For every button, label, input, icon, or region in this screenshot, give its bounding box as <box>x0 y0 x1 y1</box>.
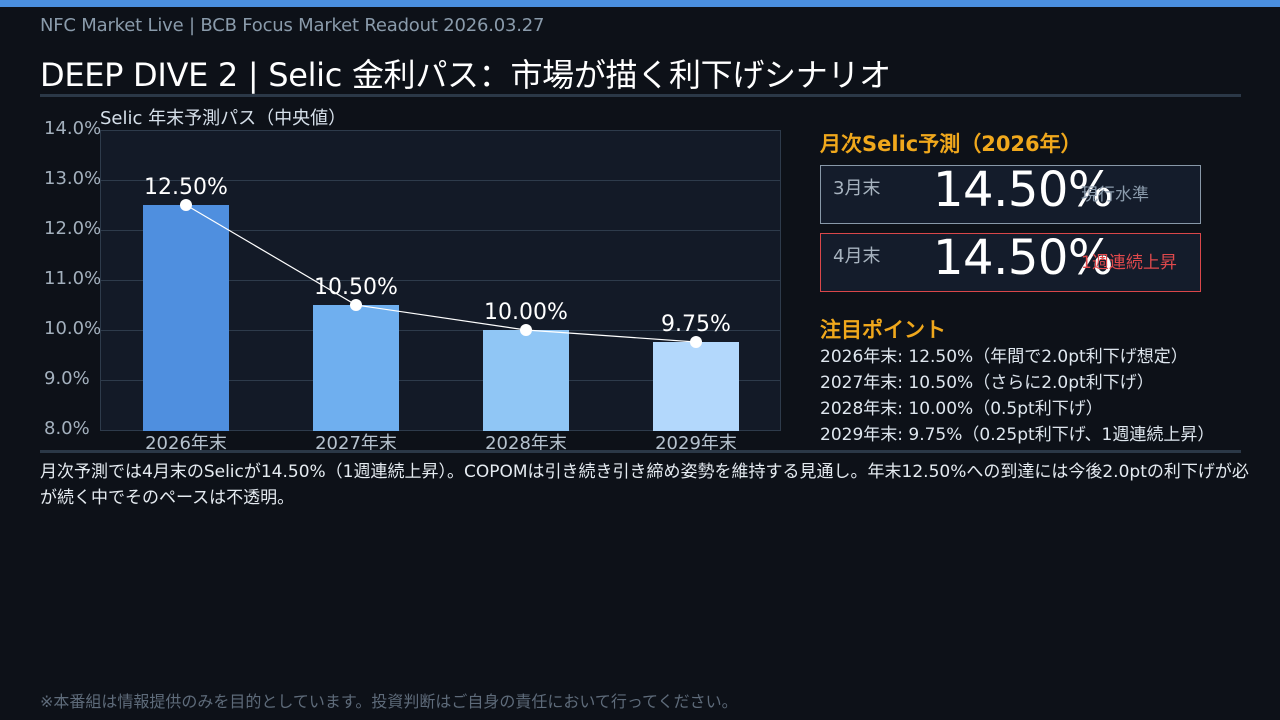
bar-2028 <box>483 330 569 431</box>
bar-2027 <box>313 305 399 431</box>
card-note: 現行水準 <box>1081 185 1149 205</box>
monthly-card-march: 3月末 14.50% 現行水準 <box>820 162 1201 224</box>
bar-2029 <box>653 342 739 431</box>
y-tick: 12.0% <box>44 218 102 239</box>
key-points-list: 2026年末: 12.50%（年間で2.0pt利下げ想定） 2027年末: 10… <box>820 344 1214 448</box>
card-month: 4月末 <box>833 246 881 267</box>
x-tick: 2027年末 <box>315 433 397 450</box>
y-tick: 8.0% <box>44 418 90 439</box>
card-value: 14.50% <box>933 230 1114 286</box>
gridline <box>101 180 780 181</box>
bar-2026 <box>143 205 229 431</box>
top-accent-bar <box>0 0 1280 7</box>
bar-value-label: 10.50% <box>314 275 398 300</box>
data-point-marker <box>690 336 702 348</box>
page-title: DEEP DIVE 2 | Selic 金利パス：市場が描く利下げシナリオ <box>40 56 891 94</box>
key-point-item: 2026年末: 12.50%（年間で2.0pt利下げ想定） <box>820 347 1188 367</box>
data-point-marker <box>520 324 532 336</box>
summary-line: 月次予測では4月末のSelicが14.50%（1週連続上昇）。COPOMは引き続… <box>40 462 1249 482</box>
key-point-item: 2028年末: 10.00%（0.5pt利下げ） <box>820 399 1103 419</box>
summary-text: 月次予測では4月末のSelicが14.50%（1週連続上昇）。COPOMは引き続… <box>40 459 1280 511</box>
show-kicker: NFC Market Live | BCB Focus Market Reado… <box>40 15 545 36</box>
gridline <box>101 230 780 231</box>
chart-title: Selic 年末予測パス（中央値） <box>100 108 347 129</box>
y-tick: 14.0% <box>44 118 102 139</box>
section-divider <box>40 450 1241 453</box>
key-point-item: 2027年末: 10.50%（さらに2.0pt利下げ） <box>820 373 1154 393</box>
summary-line: が続く中でそのペースは不透明。 <box>40 488 295 508</box>
card-note-alert: 1週連続上昇 <box>1081 253 1177 273</box>
data-point-marker <box>180 199 192 211</box>
y-tick: 10.0% <box>44 318 102 339</box>
gridline <box>101 380 780 381</box>
card-month: 3月末 <box>833 178 881 199</box>
y-tick: 11.0% <box>44 268 102 289</box>
key-points-heading: 注目ポイント <box>820 318 946 342</box>
gridline <box>101 330 780 331</box>
y-tick: 13.0% <box>44 168 102 189</box>
bar-value-label: 12.50% <box>144 175 228 200</box>
monthly-card-april: 4月末 14.50% 1週連続上昇 <box>820 230 1201 292</box>
monthly-forecast-heading: 月次Selic予測（2026年） <box>820 132 1082 156</box>
card-value: 14.50% <box>933 162 1114 218</box>
trend-line <box>180 199 702 348</box>
key-point-item: 2029年末: 9.75%（0.25pt利下げ、1週連続上昇） <box>820 425 1215 445</box>
gridline <box>101 280 780 281</box>
x-tick: 2026年末 <box>145 433 227 450</box>
data-point-marker <box>350 299 362 311</box>
disclaimer: ※本番組は情報提供のみを目的としています。投資判断はご自身の責任において行ってく… <box>40 692 738 711</box>
bar-value-label: 10.00% <box>484 300 568 325</box>
x-tick: 2029年末 <box>655 433 737 450</box>
title-divider <box>40 94 1241 97</box>
y-tick: 9.0% <box>44 368 90 389</box>
x-tick: 2028年末 <box>485 433 567 450</box>
chart-plot-area: 12.50% 10.50% 10.00% 9.75% <box>100 130 781 431</box>
bar-value-label: 9.75% <box>661 312 731 337</box>
